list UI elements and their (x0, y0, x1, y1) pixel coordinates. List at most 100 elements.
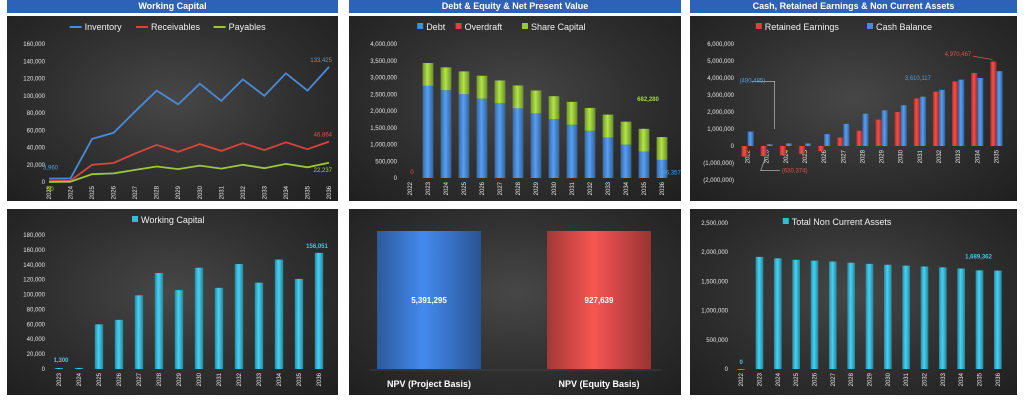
bar (194, 267, 204, 369)
y-tick-label: 2,000,000 (707, 110, 734, 116)
bar (154, 272, 164, 369)
legend-swatch (867, 23, 873, 29)
x-tick-label: 2033 (941, 372, 947, 386)
legend-label: Payables (229, 22, 267, 32)
y-tick-label: 120,000 (23, 278, 45, 284)
y-tick-label: 80,000 (27, 307, 46, 313)
data-label: 3,610,117 (905, 76, 932, 82)
x-tick-label: 2028 (849, 372, 855, 386)
x-tick-label: 2029 (534, 181, 540, 195)
bar-segment (494, 103, 506, 178)
bar (54, 368, 64, 369)
legend-swatch (417, 23, 424, 29)
bar (900, 105, 907, 146)
y-tick-label: 500,000 (706, 338, 728, 344)
y-tick-label: 160,000 (23, 248, 45, 254)
bar (919, 96, 926, 146)
bar (958, 79, 965, 146)
bar-segment (458, 94, 470, 178)
panel-debt-equity: 0 500,000 1,000,000 1,500,000 2,000,000 2,500… (349, 16, 682, 201)
bar (174, 290, 184, 369)
bar (810, 260, 819, 369)
x-tick-label: 2023 (47, 185, 53, 199)
x-tick-label: 2031 (918, 149, 924, 163)
y-tick-label: 2,000,000 (701, 250, 728, 256)
bar (913, 98, 920, 146)
bar (234, 264, 244, 369)
bar (114, 319, 124, 369)
y-tick-label: 0 (394, 176, 398, 182)
x-tick-label: 2032 (923, 372, 929, 386)
chart-debt-equity: 0 500,000 1,000,000 1,500,000 2,000,000 2,500… (370, 22, 681, 195)
y-tick-label: 500,000 (375, 159, 397, 165)
bar (741, 146, 748, 157)
y-tick-label: 3,000,000 (707, 93, 734, 99)
bar (971, 72, 978, 146)
bar-segment (584, 107, 596, 131)
bar-segment (440, 90, 452, 178)
legend-label: Share Capital (531, 22, 586, 32)
x-tick-label: 2027 (841, 149, 847, 163)
chart-cash-retained: (2,000,000) (1,000,000) 0 1,000,000 2,000,00… (703, 22, 1003, 184)
bar (847, 262, 856, 369)
legend-label: Total Non Current Assets (792, 217, 892, 227)
data-label: 0 (739, 360, 743, 366)
x-tick-label: 2034 (284, 185, 290, 199)
bar (824, 134, 831, 146)
bar-segment (530, 90, 542, 114)
data-label: 5,391,295 (411, 296, 447, 305)
bar-segment (512, 85, 524, 109)
x-tick-label: 2026 (117, 372, 123, 386)
y-tick-label: 80,000 (27, 111, 46, 117)
y-tick-label: 2,000,000 (370, 109, 397, 115)
bar-segment (656, 137, 668, 160)
bar-segment (422, 63, 434, 86)
legend-swatch (755, 23, 762, 29)
x-tick-label: 2035 (305, 185, 311, 199)
header-cash-retained-nca: Cash, Retained Earnings & Non Current As… (690, 0, 1017, 13)
bar (939, 89, 946, 146)
leader-line (751, 81, 776, 129)
y-tick-label: 40,000 (27, 146, 46, 152)
y-tick-label: 140,000 (23, 263, 45, 269)
bar (760, 146, 767, 157)
y-tick-label: 6,000,000 (707, 42, 734, 48)
bar-segment (476, 75, 488, 99)
x-tick-label: 2029 (880, 149, 886, 163)
bar (74, 367, 84, 369)
header-working-capital: Working Capital (7, 0, 338, 13)
bar-segment (566, 101, 578, 125)
bar (862, 113, 869, 146)
bar (755, 256, 764, 369)
bar (798, 146, 805, 155)
y-tick-label: 0 (731, 144, 735, 150)
bar (990, 61, 997, 146)
bar (843, 123, 850, 146)
x-tick-label: 2024 (77, 372, 83, 386)
bar (254, 282, 264, 369)
bar (214, 287, 224, 369)
legend-label: Receivables (151, 22, 201, 32)
bar (94, 324, 104, 369)
x-tick-label: 2029 (176, 185, 182, 199)
y-tick-label: 2,500,000 (370, 92, 397, 98)
bar (377, 231, 481, 369)
x-tick-label: 2026 (480, 181, 486, 195)
bar (314, 252, 324, 369)
x-tick-label: 2025 (794, 372, 800, 386)
x-tick-label: 2025 (803, 149, 809, 163)
data-label: 50 (47, 187, 54, 193)
panel-working-capital-lines: 0 20,000 40,000 60,000 80,000 100,000 120,000 1… (7, 16, 338, 201)
y-tick-label: 4,000,000 (707, 76, 734, 82)
bar (773, 258, 782, 369)
bar-segment (548, 96, 560, 120)
y-tick-label: 4,000,000 (370, 42, 397, 48)
x-tick-label: 2031 (217, 372, 223, 386)
bar (818, 146, 825, 152)
chart-working-capital-lines: 0 20,000 40,000 60,000 80,000 100,000 120,000 1… (23, 22, 333, 199)
x-tick-label: NPV (Equity Basis) (558, 379, 639, 389)
x-tick-label: 2027 (137, 372, 143, 386)
x-tick-label: 2026 (112, 185, 118, 199)
series-line (48, 66, 330, 180)
bar (747, 131, 754, 146)
